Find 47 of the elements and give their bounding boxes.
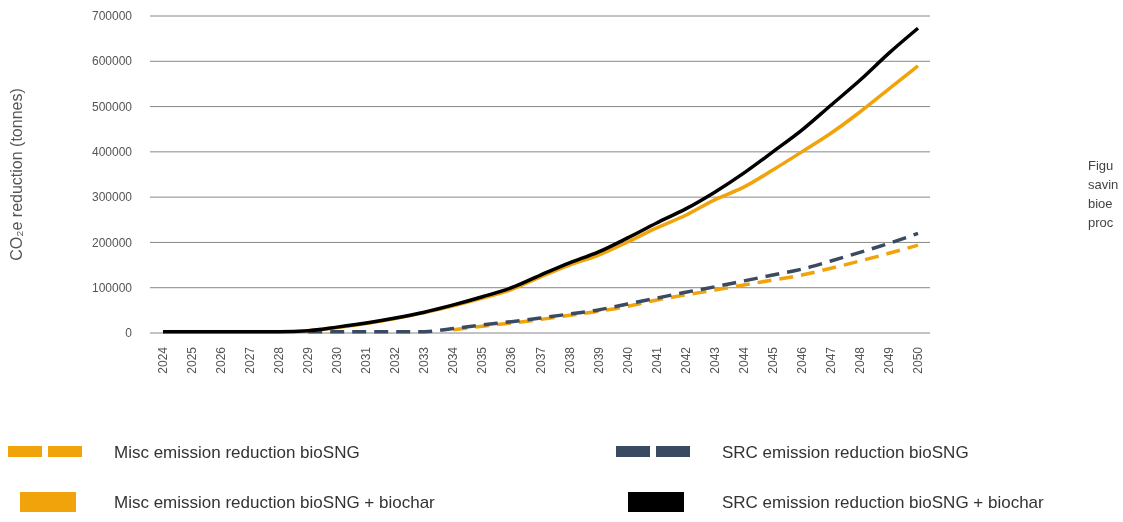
text: bioe <box>1088 196 1113 211</box>
y-tick-label: 300000 <box>91 190 133 205</box>
x-tick-label: 2047 <box>823 346 838 374</box>
x-tick-label: 2034 <box>446 346 461 374</box>
x-tick-label: 2030 <box>330 346 345 374</box>
x-tick-label: 2050 <box>911 346 925 374</box>
x-tick-label: 2049 <box>881 346 896 374</box>
x-tick-label: 2036 <box>504 346 519 374</box>
legend-label: SRC emission reduction bioSNG <box>722 442 969 462</box>
x-tick-label: 2044 <box>736 346 751 374</box>
x-tick-label: 2040 <box>620 346 635 374</box>
x-tick-label: 2027 <box>243 346 258 374</box>
x-tick-label: 2045 <box>765 346 780 374</box>
legend-label: Misc emission reduction bioSNG <box>114 442 360 462</box>
x-tick-label: 2028 <box>272 346 287 374</box>
y-tick-label: 600000 <box>91 54 133 69</box>
x-tick-label: 2031 <box>359 346 374 374</box>
y-tick-label: 0 <box>125 326 133 341</box>
y-axis-title: CO₂e reduction (tonnes) <box>8 88 25 261</box>
text: savin <box>1088 177 1119 192</box>
y-tick-label: 700000 <box>91 9 133 24</box>
x-tick-label: 2026 <box>214 346 229 374</box>
x-tick-label: 2039 <box>591 346 606 374</box>
x-tick-label: 2033 <box>417 346 432 374</box>
x-tick-label: 2043 <box>707 346 722 374</box>
x-tick-label: 2042 <box>678 346 693 374</box>
x-tick-label: 2041 <box>649 346 664 374</box>
y-tick-label: 400000 <box>91 145 133 160</box>
legend-label: SRC emission reduction bioSNG + biochar <box>722 492 1045 512</box>
line-series <box>161 26 920 334</box>
x-tick-label: 2029 <box>301 346 316 374</box>
line-series <box>451 243 920 332</box>
x-tick-label: 2038 <box>562 346 577 374</box>
text: proc <box>1088 215 1114 230</box>
text: Figu <box>1088 158 1114 173</box>
y-tick-label: 200000 <box>91 235 133 250</box>
x-tick-label: 2037 <box>533 346 548 374</box>
x-tick-label: 2032 <box>388 346 403 374</box>
legend-label: Misc emission reduction bioSNG + biochar <box>114 492 436 512</box>
y-tick-label: 100000 <box>91 280 133 295</box>
line-series <box>306 231 920 334</box>
x-tick-label: 2025 <box>185 346 200 374</box>
y-tick-label: 500000 <box>91 99 133 114</box>
x-tick-label: 2046 <box>794 346 809 374</box>
x-tick-label: 2048 <box>852 346 867 374</box>
x-tick-label: 2035 <box>475 346 490 374</box>
x-tick-label: 2024 <box>156 346 170 374</box>
